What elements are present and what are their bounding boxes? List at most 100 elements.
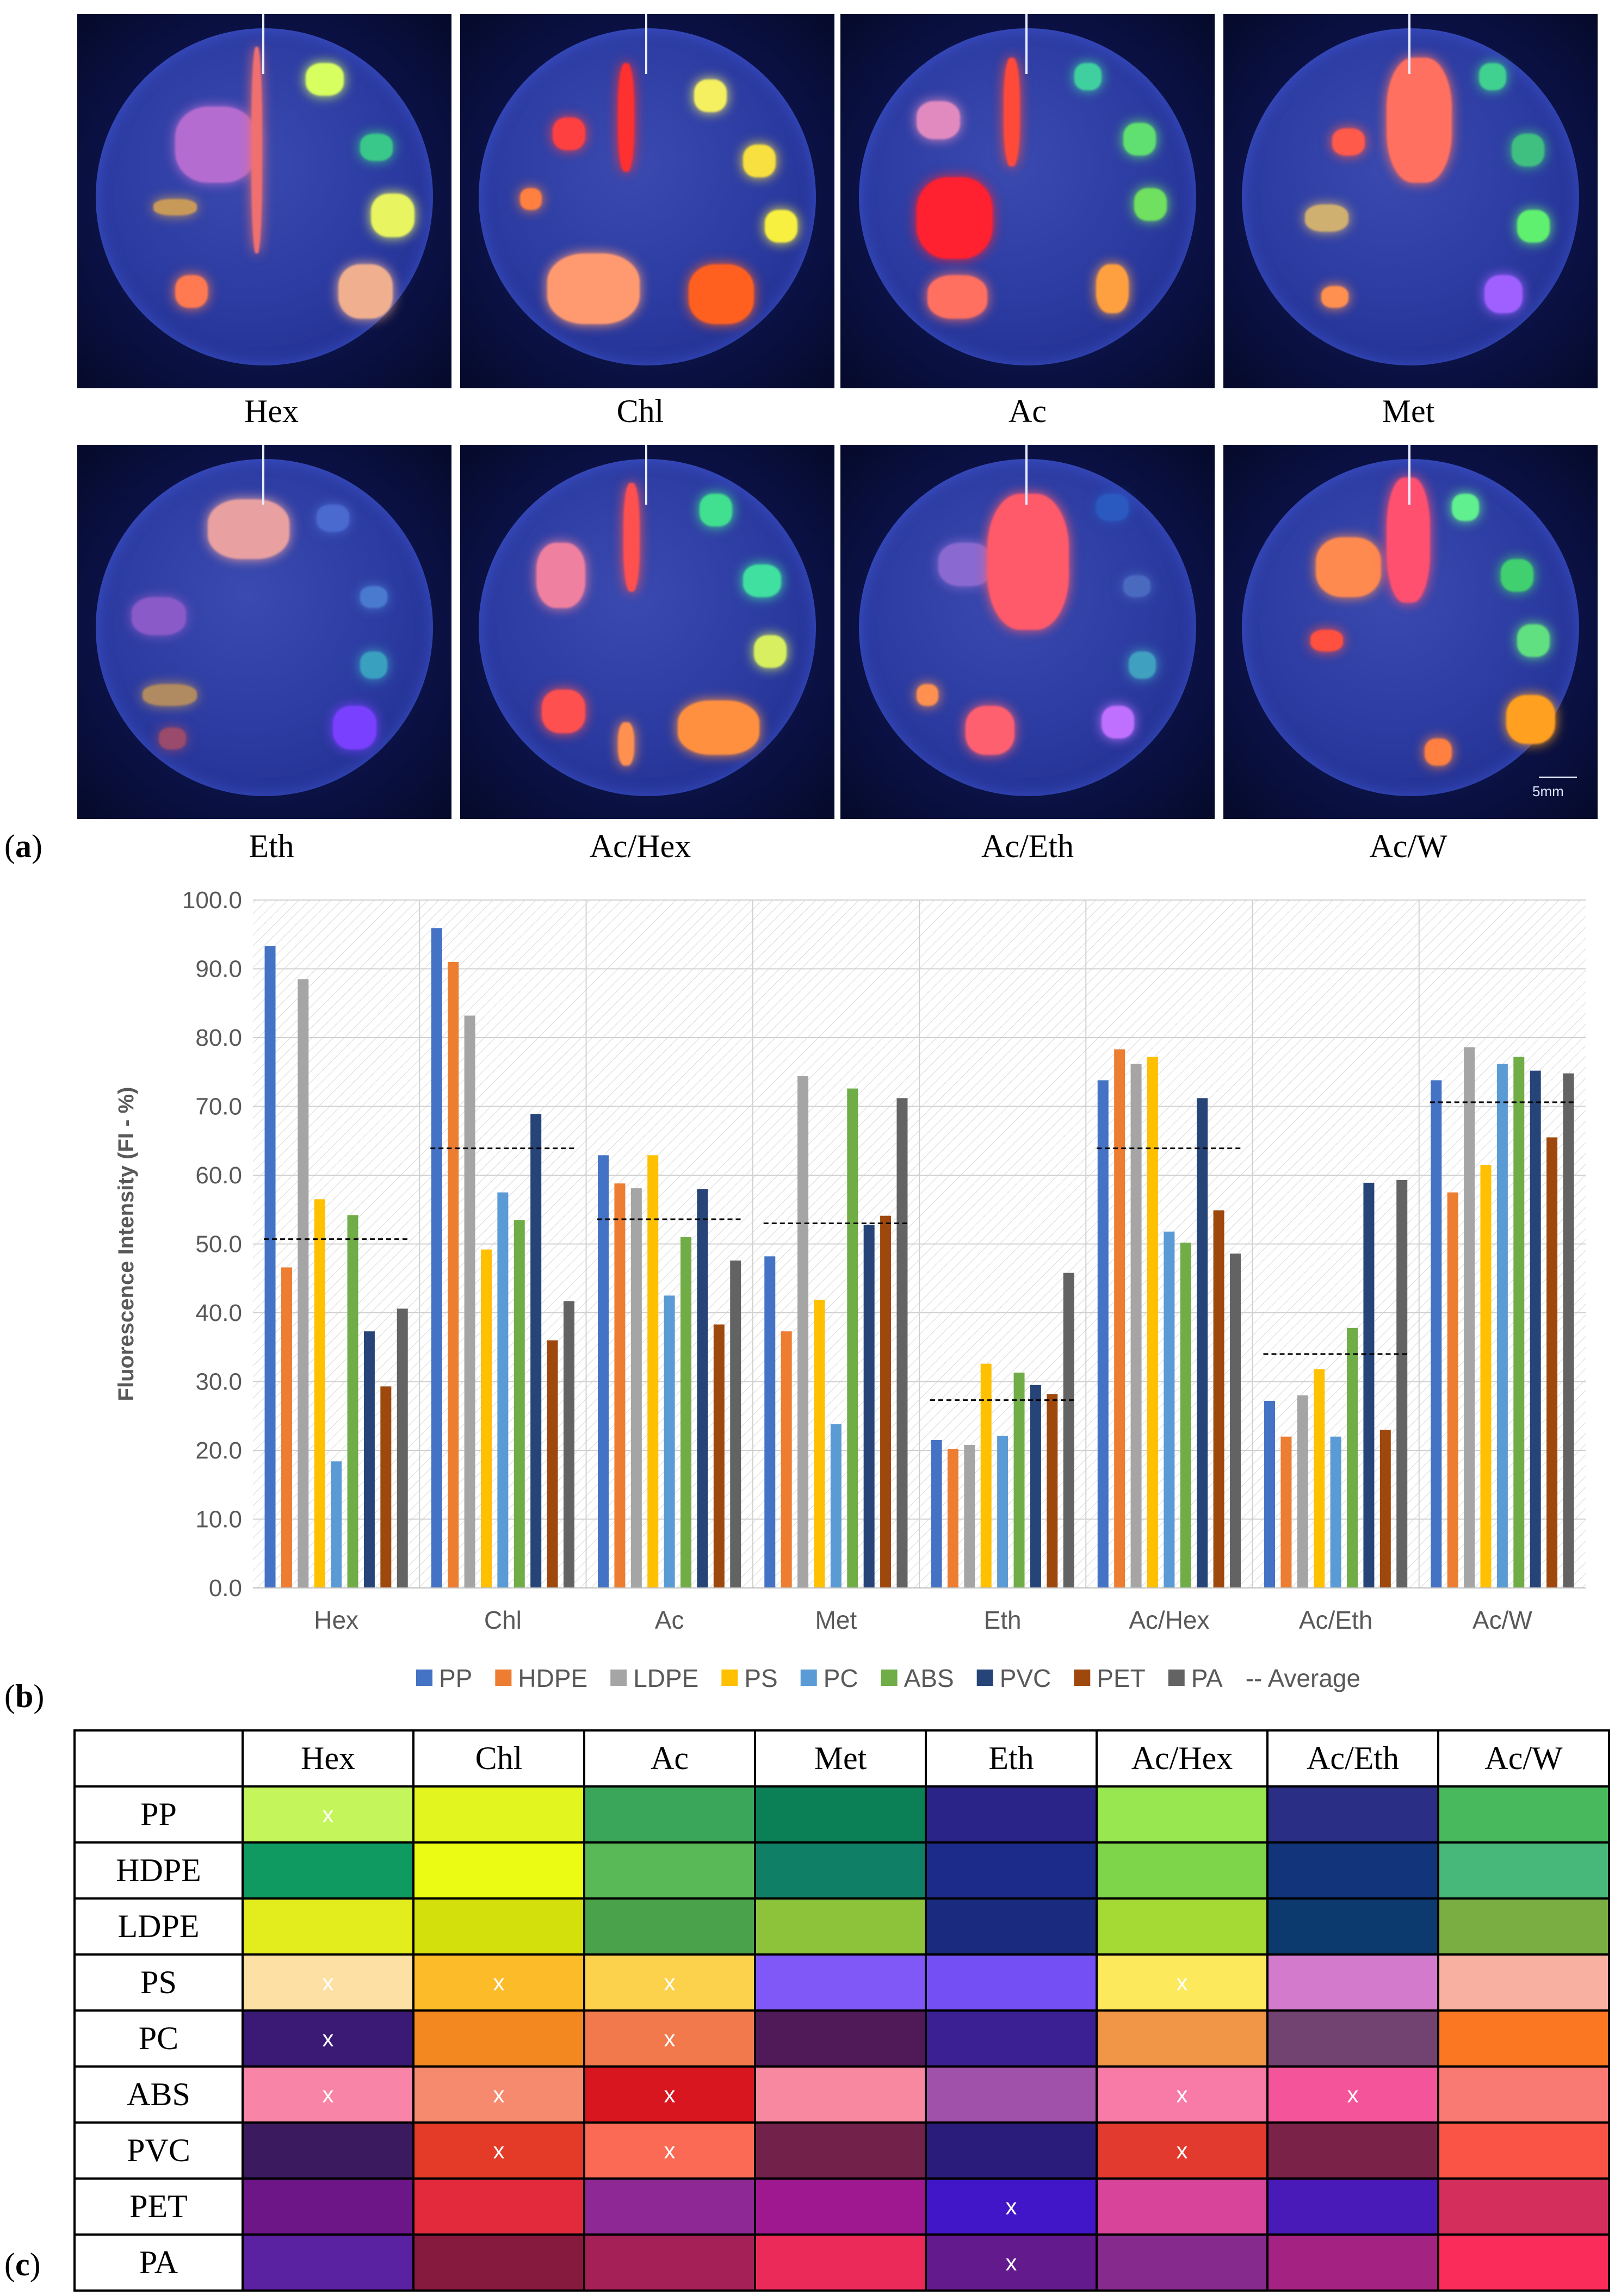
sample-particle [1484,275,1523,313]
sample-photo [77,445,451,819]
sample-particle [1004,58,1020,166]
table-column-header: Ac/W [1437,1729,1610,1788]
color-cell: x [242,1785,414,1844]
color-cell: x [412,2065,585,2124]
color-cell [754,2065,927,2124]
color-cell [242,2233,414,2292]
cell-mark: x [493,2137,505,2163]
color-cell [1437,2233,1610,2292]
sample-particle [1123,123,1156,156]
bar-pa [397,1308,408,1588]
sample-particle [1479,63,1506,90]
legend-entry: PA [1191,1664,1223,1692]
bar-pp [1264,1400,1276,1588]
table-row-header: PS [73,1953,244,2012]
photo-label-ac-eth: Ac/Eth [981,828,1074,864]
cell-mark: x [493,2081,505,2107]
bar-ldpe [1130,1064,1142,1588]
cell-mark: x [322,1801,334,1827]
sample-particle [1512,134,1544,166]
table-row: PA x [73,2233,1610,2292]
bar-ps [314,1199,325,1588]
bar-ps [1480,1165,1492,1588]
photo-grid: Hex Chl Ac Met Eth Ac/Hex Ac/Eth Ac/W (a… [0,0,1621,886]
color-cell: x [412,2121,585,2180]
color-cell [1096,1897,1269,1956]
color-cell [754,2177,927,2236]
color-cell [925,1953,1098,2012]
color-cell [412,2233,585,2292]
sample-particle [917,684,938,706]
x-tick-label: Ac/Hex [1129,1606,1209,1634]
bar-pc [830,1424,842,1588]
color-cell [754,2233,927,2292]
cell-mark: x [1005,2249,1017,2275]
bar-pc [1164,1231,1175,1588]
bar-abs [1180,1242,1191,1588]
bar-ps [480,1249,492,1588]
bar-abs [680,1237,692,1588]
color-cell [242,1897,414,1956]
table-row: PC x x [73,2009,1610,2068]
legend-entry: PC [824,1664,858,1692]
legend-swatch [976,1670,993,1686]
color-cell [1266,2177,1439,2236]
table-row: HDPE [73,1841,1610,1900]
table-column-header: Ac/Hex [1096,1729,1269,1788]
y-tick-label: 50.0 [195,1231,242,1258]
cell-mark: x [664,2137,676,2163]
x-tick-label: Met [815,1606,857,1634]
y-tick-label: 40.0 [195,1300,242,1326]
bar-pc [664,1295,675,1588]
photo-label-ac-w: Ac/W [1369,828,1447,864]
legend-swatch [1168,1670,1185,1686]
bar-hdpe [614,1183,626,1588]
table-row-header: PVC [73,2121,244,2180]
bar-pc [997,1436,1009,1588]
probe-line [1408,14,1410,74]
color-cell [583,2177,756,2236]
bar-hdpe [1114,1049,1125,1588]
bar-ps [647,1155,659,1588]
sample-particle [1305,204,1348,232]
y-tick-label: 0.0 [209,1575,242,1602]
table-row-header: ABS [73,2065,244,2124]
sample-particle [743,145,776,177]
sample-particle [1321,286,1348,308]
color-cell: x [242,2009,414,2068]
scale-bar [1539,777,1577,778]
sample-particle [1310,630,1343,651]
sample-particle [159,728,186,749]
table-header-row: Hex Chl Ac Met Eth Ac/Hex Ac/Eth Ac/W [73,1729,1610,1788]
bar-ldpe [630,1188,642,1588]
table-corner-cell [73,1729,244,1788]
bar-hdpe [1447,1192,1458,1588]
panel-letter-c: (c) [4,2247,41,2282]
y-tick-label: 60.0 [195,1162,242,1189]
sample-particle [938,543,993,586]
color-cell [1096,1785,1269,1844]
color-cell [925,1841,1098,1900]
color-cell [1096,2233,1269,2292]
bar-pp [431,928,442,1588]
sample-particle [1096,264,1129,313]
bar-pa [1396,1180,1408,1588]
bar-pp [764,1256,776,1588]
color-cell [754,1953,927,2012]
bar-abs [1013,1373,1025,1588]
bar-pet [547,1340,558,1588]
table-column-header: Hex [242,1729,414,1788]
color-cell [754,1897,927,1956]
sample-photo [840,445,1215,819]
cell-mark: x [1005,2193,1017,2219]
color-cell [925,2009,1098,2068]
color-cell [583,1897,756,1956]
cell-mark: x [664,2081,676,2107]
color-cell [925,1785,1098,1844]
cell-mark: x [1176,2081,1188,2107]
color-cell [754,1841,927,1900]
cell-mark: x [322,2025,334,2051]
legend-swatch [1074,1670,1091,1686]
legend-entry: PP [439,1664,472,1692]
bar-pa [563,1301,574,1588]
